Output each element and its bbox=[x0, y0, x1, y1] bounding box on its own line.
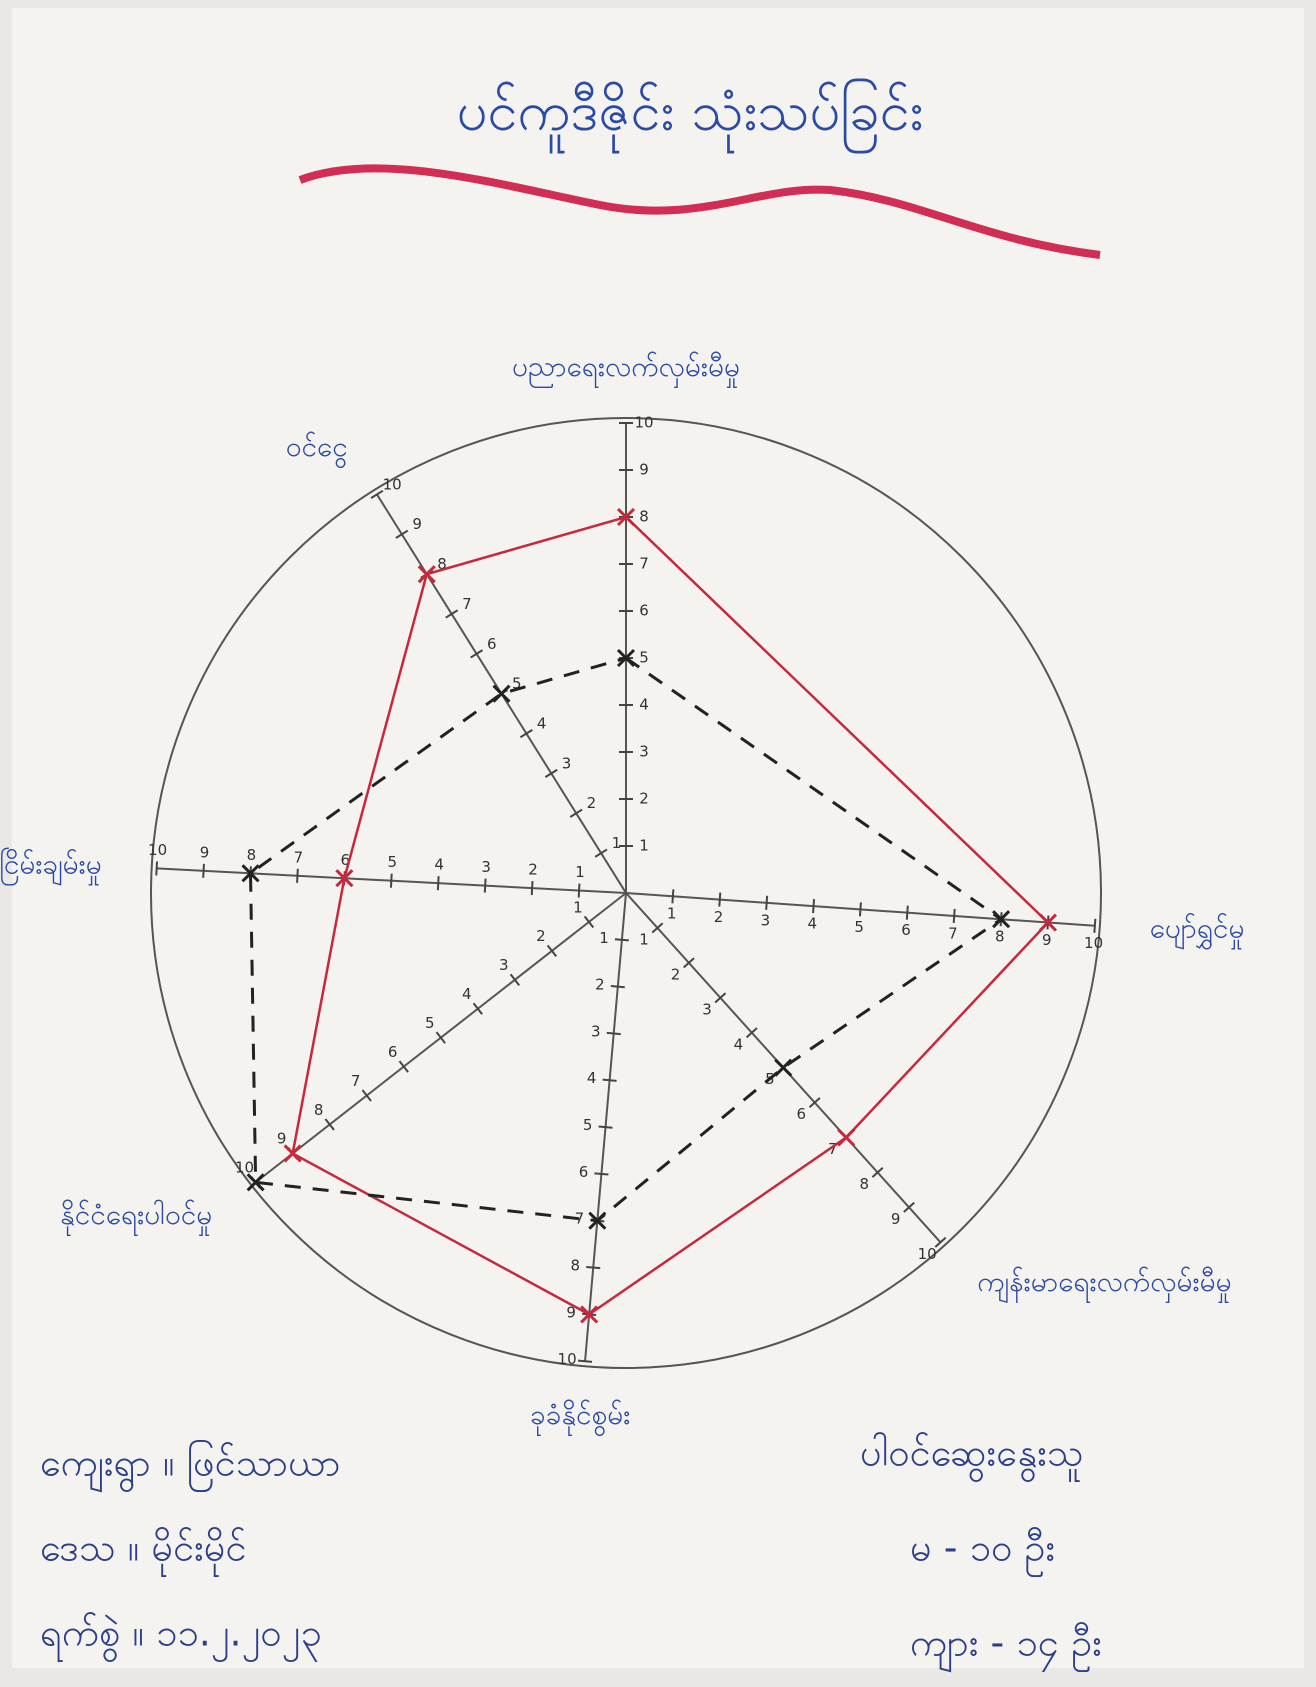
tick-label: 4 bbox=[587, 1069, 597, 1087]
tick-label: 4 bbox=[434, 856, 444, 874]
tick-label: 7 bbox=[351, 1072, 361, 1090]
tick-label: 3 bbox=[499, 956, 509, 974]
tick-label: 4 bbox=[734, 1035, 744, 1053]
axis-label: နိုင်ငံရေးပါဝင်မှု bbox=[60, 1197, 212, 1237]
tick-label: 9 bbox=[891, 1210, 901, 1228]
axis-label: ဝင်ငွေ bbox=[286, 429, 348, 469]
tick-mark bbox=[766, 896, 767, 910]
tick-mark bbox=[719, 893, 720, 907]
tick-mark bbox=[813, 899, 814, 913]
tick-label: 3 bbox=[761, 911, 771, 929]
tick-label: 6 bbox=[901, 921, 911, 939]
tick-mark bbox=[586, 1267, 600, 1268]
tick-label: 9 bbox=[200, 843, 210, 861]
tick-label: 10 bbox=[235, 1159, 254, 1177]
tick-label: 2 bbox=[536, 927, 546, 945]
tick-label: 3 bbox=[481, 858, 491, 876]
tick-label: 6 bbox=[579, 1163, 589, 1181]
tick-label: 2 bbox=[587, 794, 597, 812]
tick-label: 8 bbox=[314, 1101, 324, 1119]
tick-label: 1 bbox=[639, 837, 649, 855]
tick-label: 5 bbox=[425, 1014, 435, 1032]
tick-label: 2 bbox=[528, 861, 538, 879]
tick-label: 9 bbox=[639, 461, 649, 479]
tick-mark bbox=[860, 902, 861, 916]
tick-mark bbox=[611, 986, 625, 987]
tick-label: 3 bbox=[591, 1022, 601, 1040]
tick-label: 4 bbox=[462, 985, 472, 1003]
tick-label: 10 bbox=[148, 841, 167, 859]
tick-label: 6 bbox=[797, 1105, 807, 1123]
tick-label: 3 bbox=[562, 754, 572, 772]
tick-label: 1 bbox=[612, 834, 622, 852]
tick-mark bbox=[579, 884, 580, 898]
tick-label: 3 bbox=[639, 743, 649, 761]
tick-label: 6 bbox=[487, 635, 497, 653]
tick-mark bbox=[578, 1361, 592, 1362]
tick-label: 10 bbox=[918, 1245, 937, 1263]
tick-mark bbox=[615, 939, 629, 940]
tick-label: 8 bbox=[995, 928, 1005, 946]
tick-label: 1 bbox=[573, 898, 583, 916]
tick-label: 6 bbox=[639, 602, 649, 620]
tick-label: 9 bbox=[1042, 931, 1052, 949]
tick-label: 9 bbox=[277, 1130, 287, 1148]
tick-label: 5 bbox=[387, 853, 397, 871]
tick-mark bbox=[599, 1126, 613, 1127]
tick-label: 7 bbox=[462, 595, 472, 613]
tick-label: 7 bbox=[294, 848, 304, 866]
tick-mark bbox=[907, 906, 908, 920]
tick-label: 2 bbox=[639, 790, 649, 808]
tick-label: 2 bbox=[671, 965, 681, 983]
tick-label: 10 bbox=[383, 475, 402, 493]
tick-label: 4 bbox=[537, 715, 547, 733]
tick-mark bbox=[603, 1080, 617, 1081]
tick-mark bbox=[672, 889, 673, 903]
tick-label: 1 bbox=[667, 905, 677, 923]
tick-label: 8 bbox=[571, 1257, 581, 1275]
tick-mark bbox=[1094, 919, 1095, 933]
axis-label: ငြိမ်းချမ်းမှု bbox=[0, 846, 102, 887]
tick-label: 6 bbox=[388, 1043, 398, 1061]
tick-mark bbox=[532, 881, 533, 895]
axis-label: ခုခံနိုင်စွမ်း bbox=[530, 1397, 630, 1437]
tick-label: 7 bbox=[948, 924, 958, 942]
tick-mark bbox=[954, 909, 955, 923]
tick-mark bbox=[203, 864, 204, 878]
tick-label: 1 bbox=[599, 929, 609, 947]
tick-label: 5 bbox=[583, 1116, 593, 1134]
tick-label: 5 bbox=[639, 649, 649, 667]
tick-label: 2 bbox=[714, 908, 724, 926]
tick-label: 5 bbox=[854, 918, 864, 936]
tick-label: 2 bbox=[595, 976, 605, 994]
tick-label: 8 bbox=[639, 508, 649, 526]
chart-title: ပင်ကူဒီဇိုင်း သုံးသပ်ခြင်း bbox=[457, 80, 924, 154]
paper-sheet bbox=[12, 8, 1304, 1668]
tick-label: 10 bbox=[558, 1350, 577, 1368]
tick-label: 4 bbox=[639, 696, 649, 714]
tick-label: 10 bbox=[634, 414, 653, 432]
tick-label: 8 bbox=[247, 846, 257, 864]
paper: ပင်ကူဒီဇိုင်း သုံးသပ်ခြင်း 12345678910ပည… bbox=[0, 0, 1316, 1683]
axis-label: ကျန်းမာရေးလက်လှမ်းမီမှု bbox=[977, 1264, 1231, 1304]
tick-mark bbox=[156, 861, 157, 875]
tick-label: 9 bbox=[412, 515, 422, 533]
tick-label: 4 bbox=[808, 915, 818, 933]
tick-label: 10 bbox=[1084, 934, 1103, 952]
tick-label: 3 bbox=[702, 1000, 712, 1018]
tick-mark bbox=[607, 1033, 621, 1034]
axis-label: ပျော်ရွှင်မှု bbox=[1150, 911, 1245, 951]
tick-mark bbox=[391, 874, 392, 888]
tick-mark bbox=[297, 869, 298, 883]
tick-mark bbox=[485, 879, 486, 893]
tick-label: 7 bbox=[639, 555, 649, 573]
tick-label: 1 bbox=[575, 863, 585, 881]
tick-mark bbox=[438, 876, 439, 890]
tick-mark bbox=[594, 1173, 608, 1174]
tick-label: 8 bbox=[859, 1175, 869, 1193]
tick-label: 1 bbox=[639, 930, 649, 948]
